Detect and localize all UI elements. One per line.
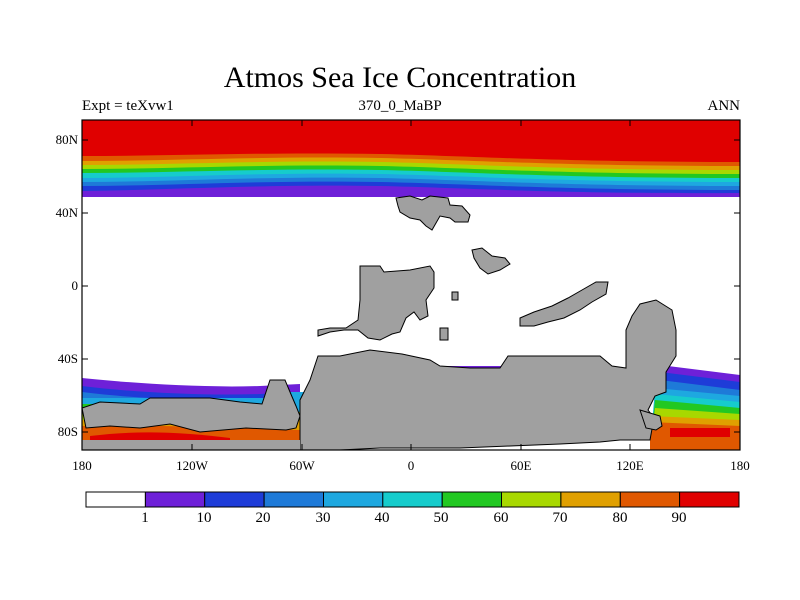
period-label: 370_0_MaBP [358,98,442,114]
colorbar-label-10: 10 [196,510,212,526]
colorbar-label-30: 30 [315,510,331,526]
y-tick-80s: 80S [57,424,78,439]
x-tick-120w: 120W [176,458,208,473]
map-panel [82,120,740,450]
colorbar-swatch [441,491,503,508]
colorbar [85,491,740,508]
arctic-band-90 [82,120,740,162]
x-tick-180-east: 180 [730,458,750,473]
central-block [317,265,435,341]
colorbar-label-70: 70 [552,510,568,526]
small-islet-a [451,291,459,301]
colorbar-label-50: 50 [433,510,449,526]
colorbar-swatch [263,491,325,508]
colorbar-swatch [85,491,146,508]
colorbar-label-80: 80 [612,510,628,526]
colorbar-swatch [204,491,265,508]
east-arc [519,281,609,327]
colorbar-swatch [501,491,562,508]
colorbar-swatch [679,491,740,508]
colorbar-swatch [560,491,621,508]
antarctic-southeast [639,409,663,431]
colorbar-label-20: 20 [255,510,271,526]
colorbar-swatch [144,491,206,508]
southern-coast-strip [82,440,300,450]
colorbar-swatch [382,491,443,508]
northern-continent [395,195,471,231]
small-islet-b [439,327,449,341]
land-masses [82,195,677,450]
north-small-island [471,247,511,275]
colorbar-label-60: 60 [493,510,509,526]
season-label: ANN [707,98,741,114]
x-tick-180-west: 180 [72,458,92,473]
x-tick-0: 0 [407,458,415,473]
experiment-label: Expt = teXvw1 [82,98,174,114]
colorbar-swatch [619,491,681,508]
south-west-continent [82,379,301,433]
x-tick-60w: 60W [289,458,315,473]
y-axis-ticks [82,139,740,433]
map-title: Atmos Sea Ice Concentration [223,61,577,94]
colorbar-label-1: 1 [141,510,149,526]
x-tick-60e: 60E [510,458,532,473]
y-tick-80n: 80N [55,132,78,147]
x-axis-ticks [81,120,741,450]
colorbar-label-40: 40 [374,510,390,526]
x-tick-120e: 120E [616,458,644,473]
south-central-continent [299,299,677,450]
y-tick-40n: 40N [55,205,78,220]
colorbar-swatch [323,491,384,508]
colorbar-label-90: 90 [671,510,687,526]
arctic-ice-bands [82,120,740,197]
y-tick-40s: 40S [57,351,78,366]
y-tick-0: 0 [71,278,79,293]
